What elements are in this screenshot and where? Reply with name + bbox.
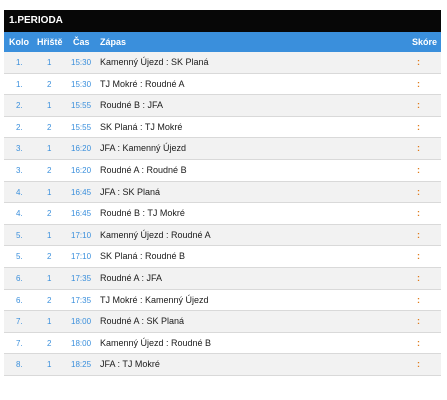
match-hriste: 2 [47, 165, 52, 175]
match-score: : [417, 121, 420, 132]
match-hriste: 1 [47, 187, 52, 197]
match-teams: Kamenný Újezd : Roudné A [100, 229, 211, 240]
match-time: 15:55 [71, 101, 92, 111]
match-row: 1. 2 15:30 TJ Mokré : Roudné A: [4, 73, 441, 96]
match-row: 4. 1 16:45 JFA : SK Planá: [4, 181, 441, 204]
match-hriste: 2 [47, 209, 52, 219]
match-score: : [417, 186, 420, 197]
match-hriste: 1 [47, 144, 52, 154]
match-kolo: 3. [16, 165, 23, 175]
match-hriste: 1 [47, 317, 52, 327]
match-time: 18:25 [71, 360, 92, 370]
match-row: 1. 1 15:30 Kamenný Újezd : SK Planá: [4, 52, 441, 74]
match-teams: Roudné B : TJ Mokré [100, 208, 185, 219]
column-header-zapas: Zápas [100, 37, 127, 47]
match-time: 18:00 [71, 338, 92, 348]
match-score: : [417, 272, 420, 283]
match-hriste: 2 [47, 295, 52, 305]
match-row: 3. 2 16:20 Roudné A : Roudné B: [4, 159, 441, 182]
match-kolo: 6. [16, 295, 23, 305]
match-score: : [417, 359, 420, 370]
match-score: : [417, 251, 420, 262]
match-hriste: 2 [47, 79, 52, 89]
match-kolo: 7. [16, 317, 23, 327]
match-time: 17:35 [71, 273, 92, 283]
match-row: 2. 2 15:55 SK Planá : TJ Mokré: [4, 116, 441, 139]
match-time: 18:00 [71, 317, 92, 327]
match-kolo: 4. [16, 209, 23, 219]
match-teams: Kamenný Újezd : SK Planá [100, 57, 209, 67]
match-teams: SK Planá : TJ Mokré [100, 121, 183, 132]
match-row: 5. 2 17:10 SK Planá : Roudné B: [4, 246, 441, 268]
match-teams: Roudné A : Roudné B [100, 164, 187, 175]
match-hriste: 2 [47, 122, 52, 132]
match-time: 15:30 [71, 79, 92, 89]
match-score: : [417, 143, 420, 154]
match-time: 15:30 [71, 58, 92, 67]
match-row: 7. 2 18:00 Kamenný Újezd : Roudné B: [4, 332, 441, 355]
match-kolo: 6. [16, 273, 23, 283]
match-score: : [417, 208, 420, 219]
match-row: 8. 1 18:25 JFA : TJ Mokré: [4, 354, 441, 376]
match-row: 3. 1 16:20 JFA : Kamenný Újezd: [4, 138, 441, 160]
match-kolo: 5. [16, 252, 23, 262]
period-title: 1.PERIODA [4, 10, 441, 32]
match-teams: JFA : SK Planá [100, 186, 161, 197]
match-hriste: 2 [47, 252, 52, 262]
match-kolo: 1. [16, 79, 23, 89]
match-kolo: 2. [16, 101, 23, 111]
match-list: 1. 1 15:30 Kamenný Újezd : SK Planá: 1. 2 15:3… [4, 52, 441, 376]
match-row: 4. 2 16:45 Roudné B : TJ Mokré: [4, 203, 441, 225]
match-kolo: 1. [16, 58, 23, 67]
match-time: 16:20 [71, 165, 92, 175]
match-score: : [417, 164, 420, 175]
match-time: 16:45 [71, 187, 92, 197]
column-header-row: Kolo Hřiště Čas Zápas Skóre [4, 32, 441, 52]
match-score: : [417, 316, 420, 327]
match-time: 17:35 [71, 295, 92, 305]
match-score: : [417, 57, 420, 67]
match-row: 5. 1 17:10 Kamenný Újezd : Roudné A: [4, 224, 441, 247]
match-time: 17:10 [71, 252, 92, 262]
column-header-kolo: Kolo [9, 37, 29, 47]
match-row: 7. 1 18:00 Roudné A : SK Planá: [4, 311, 441, 333]
match-kolo: 7. [16, 338, 23, 348]
match-time: 16:20 [71, 144, 92, 154]
column-header-cas: Čas [73, 37, 90, 47]
match-row: 6. 2 17:35 TJ Mokré : Kamenný Újezd: [4, 289, 441, 312]
match-teams: TJ Mokré : Kamenný Újezd [100, 294, 209, 305]
match-time: 16:45 [71, 209, 92, 219]
match-row: 6. 1 17:35 Roudné A : JFA: [4, 267, 441, 290]
match-hriste: 1 [47, 230, 52, 240]
match-teams: Kamenný Újezd : Roudné B [100, 337, 212, 348]
match-teams: JFA : Kamenný Újezd [100, 143, 187, 154]
match-kolo: 4. [16, 187, 23, 197]
match-teams: Roudné A : SK Planá [100, 316, 185, 327]
match-teams: Roudné B : JFA [100, 100, 164, 111]
match-score: : [417, 100, 420, 111]
match-kolo: 5. [16, 230, 23, 240]
match-kolo: 8. [16, 360, 23, 370]
match-time: 15:55 [71, 122, 92, 132]
schedule-table: 1.PERIODA Kolo Hřiště Čas Zápas Skóre 1.… [4, 10, 441, 376]
match-kolo: 2. [16, 122, 23, 132]
match-score: : [417, 78, 420, 89]
match-hriste: 2 [47, 338, 52, 348]
match-teams: Roudné A : JFA [100, 272, 163, 283]
match-row: 2. 1 15:55 Roudné B : JFA: [4, 95, 441, 117]
match-score: : [417, 294, 420, 305]
column-header-skore: Skóre [411, 37, 437, 47]
match-kolo: 3. [16, 144, 23, 154]
match-time: 17:10 [71, 230, 92, 240]
match-score: : [417, 229, 420, 240]
match-score: : [417, 337, 420, 348]
match-hriste: 1 [47, 273, 52, 283]
match-teams: SK Planá : Roudné B [100, 251, 186, 262]
column-header-hriste: Hřiště [37, 37, 63, 47]
match-hriste: 1 [47, 101, 52, 111]
match-teams: JFA : TJ Mokré [100, 359, 160, 370]
match-hriste: 1 [47, 58, 52, 67]
match-teams: TJ Mokré : Roudné A [100, 78, 185, 89]
match-hriste: 1 [47, 360, 52, 370]
